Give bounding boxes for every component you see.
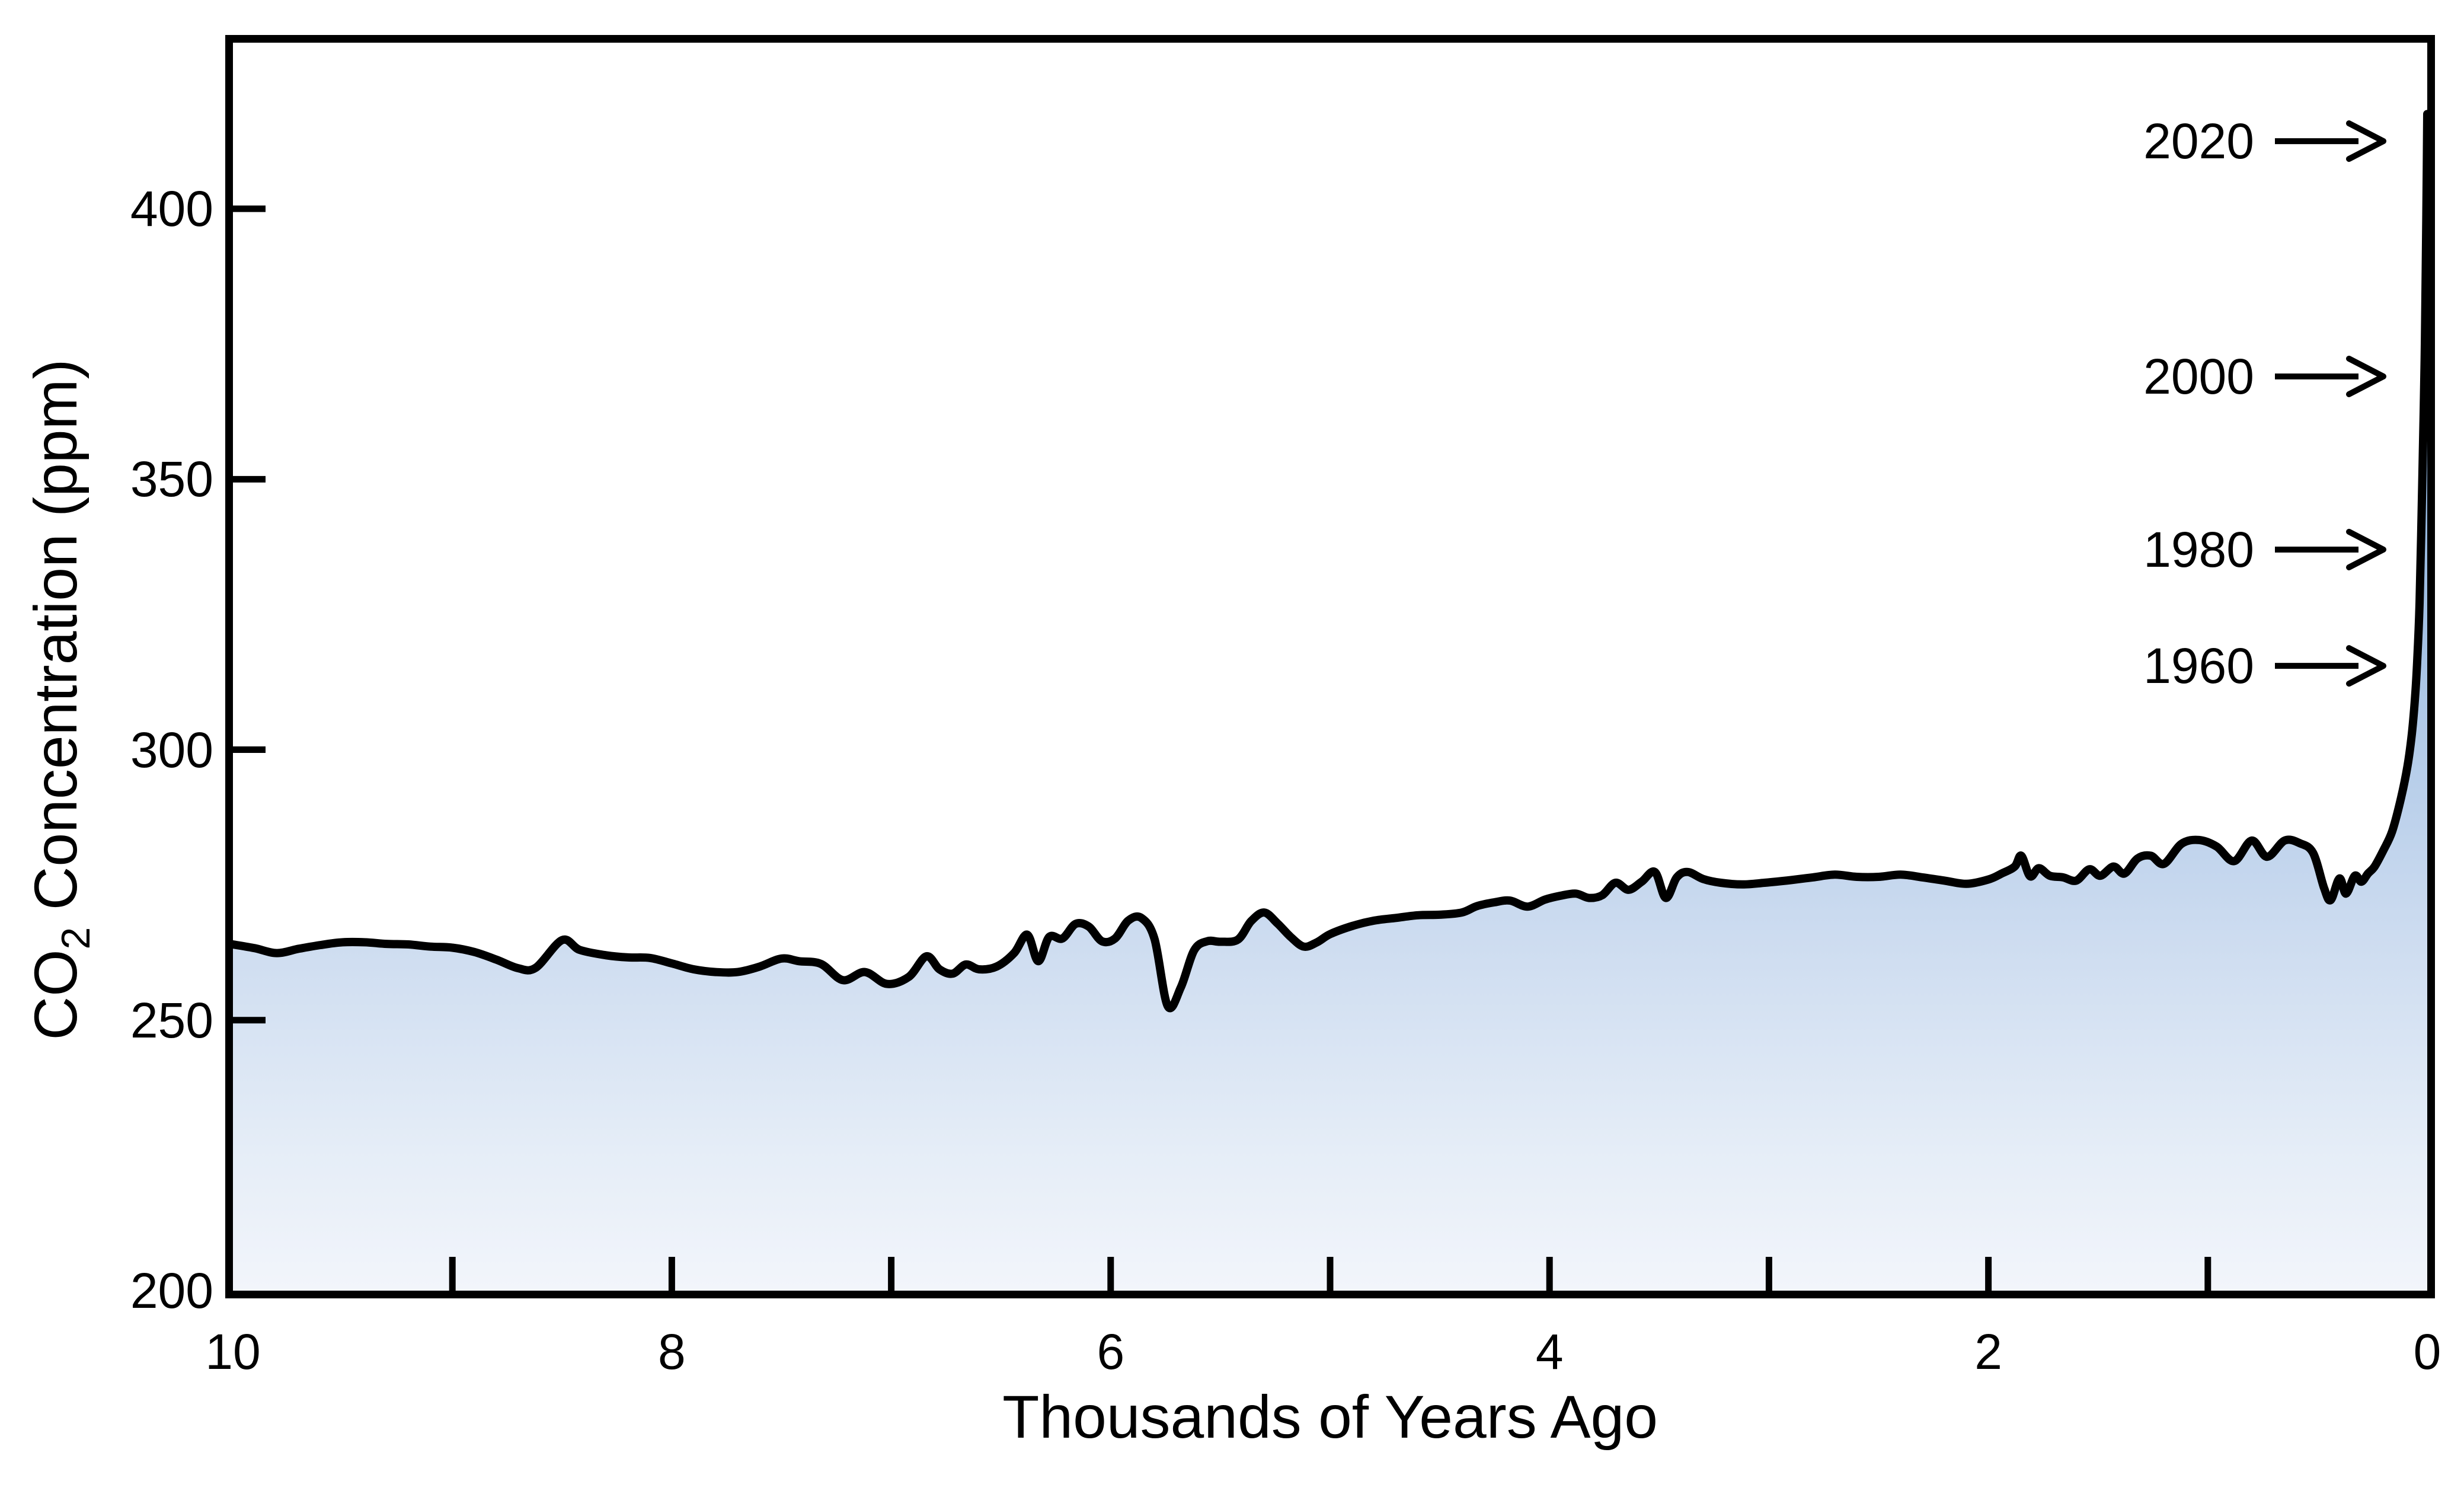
annotation-label-1980: 1980 [2143,521,2254,577]
y-tick-label-200: 200 [130,1263,213,1319]
arrow-2000 [2275,355,2386,397]
plot-area [225,35,2435,1298]
arrow-2020 [2275,120,2386,162]
area-chart-canvas [233,110,2427,1291]
x-tick-label-0: 0 [2413,1324,2441,1380]
co2-area-fill [233,114,2427,1291]
y-tick-label-300: 300 [130,722,213,778]
y-axis-title-post: Concentration (ppm) [22,359,90,927]
x-tick-label-2: 2 [1974,1324,2002,1380]
annotation-label-1960: 1960 [2143,638,2254,694]
y-tick-label-350: 350 [130,451,213,507]
x-tick-label-4: 4 [1535,1324,1564,1380]
y-tick-label-250: 250 [130,992,213,1048]
annotation-label-2020: 2020 [2143,113,2254,170]
y-tick-label-400: 400 [130,181,213,237]
annotation-label-2000: 2000 [2143,348,2254,404]
x-tick-label-6: 6 [1097,1324,1125,1380]
y-axis-title-subscript: 2 [53,927,98,950]
arrow-1980 [2275,528,2386,570]
arrow-1960 [2275,645,2386,687]
x-tick-label-10: 10 [205,1324,261,1380]
x-tick-label-8: 8 [658,1324,686,1380]
x-axis-title: Thousands of Years Ago [1002,1383,1658,1451]
co2-curve-line [233,110,2427,1013]
